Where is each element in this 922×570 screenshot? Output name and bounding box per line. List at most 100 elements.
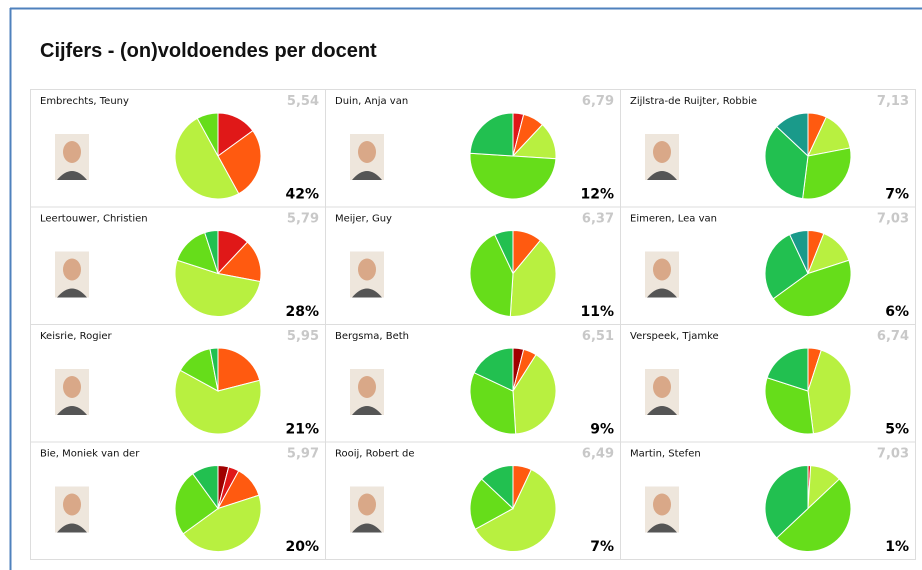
pie-slice bbox=[217, 130, 262, 195]
pie-slice bbox=[474, 468, 557, 552]
teacher-photo bbox=[645, 486, 679, 533]
page-title: Cijfers - (on)voldoendes per docent bbox=[40, 40, 377, 62]
teacher-name: Zijlstra-de Ruijter, Robbie bbox=[630, 96, 757, 107]
photo-face bbox=[63, 258, 81, 281]
pie-slice bbox=[174, 259, 261, 318]
photo-face bbox=[63, 376, 81, 398]
insufficient-percent: 9% bbox=[590, 422, 614, 438]
teacher-photo bbox=[645, 134, 679, 180]
teacher-name: Meijer, Guy bbox=[335, 214, 392, 225]
insufficient-percent: 7% bbox=[885, 187, 909, 203]
insufficient-percent: 1% bbox=[885, 539, 909, 555]
pie-slice bbox=[775, 112, 809, 158]
pie-slice bbox=[217, 347, 261, 392]
teacher-name: Verspeek, Tjamke bbox=[630, 331, 719, 342]
average-grade: 7,03 bbox=[877, 212, 909, 227]
average-grade: 7,03 bbox=[877, 447, 909, 462]
insufficient-percent: 12% bbox=[580, 187, 614, 203]
teacher-name: Duin, Anja van bbox=[335, 96, 408, 107]
photo-face bbox=[653, 376, 671, 398]
teacher-name: Leertouwer, Christien bbox=[40, 214, 148, 225]
pie-slice bbox=[174, 369, 262, 435]
photo-face bbox=[653, 493, 671, 516]
pie-slice bbox=[209, 347, 219, 392]
teacher-card: Embrechts, Teuny 5,54 42% bbox=[30, 89, 326, 208]
teacher-card: Martin, Stefen 7,03 1% bbox=[620, 441, 916, 560]
pie-slice bbox=[512, 354, 557, 435]
photo-face bbox=[358, 493, 376, 516]
photo-body bbox=[352, 523, 382, 533]
teacher-card: Leertouwer, Christien 5,79 28% bbox=[30, 206, 326, 325]
photo-body bbox=[57, 288, 87, 298]
photo-body bbox=[647, 523, 677, 533]
pie-slice bbox=[469, 372, 517, 435]
pie-slice bbox=[775, 478, 852, 552]
photo-face bbox=[358, 376, 376, 398]
pie-slice bbox=[766, 347, 809, 392]
insufficient-percent: 5% bbox=[885, 422, 909, 438]
average-grade: 6,51 bbox=[582, 329, 614, 344]
teacher-card: Keisrie, Rogier 5,95 21% bbox=[30, 324, 326, 443]
photo-body bbox=[647, 406, 677, 415]
pie-slice bbox=[789, 229, 809, 274]
photo-body bbox=[57, 406, 87, 415]
teacher-name: Bie, Moniek van der bbox=[40, 449, 140, 460]
insufficient-percent: 20% bbox=[285, 539, 319, 555]
teacher-grid: Embrechts, Teuny 5,54 42% Duin, Anja van 6,7… bbox=[30, 89, 916, 560]
insufficient-percent: 6% bbox=[885, 304, 909, 320]
pie-slice bbox=[473, 347, 514, 392]
teacher-photo bbox=[55, 486, 89, 533]
average-grade: 6,79 bbox=[582, 94, 614, 109]
pie-slice bbox=[509, 239, 557, 317]
insufficient-percent: 11% bbox=[580, 304, 614, 320]
pie-slice bbox=[182, 494, 262, 552]
teacher-name: Rooij, Robert de bbox=[335, 449, 414, 460]
teacher-card: Rooij, Robert de 6,49 7% bbox=[325, 441, 621, 560]
pie-slice bbox=[469, 478, 514, 530]
teacher-name: Embrechts, Teuny bbox=[40, 96, 129, 107]
pie-slice bbox=[174, 473, 219, 535]
teacher-photo bbox=[55, 134, 89, 180]
insufficient-percent: 21% bbox=[285, 422, 319, 438]
teacher-card: Eimeren, Lea van 7,03 6% bbox=[620, 206, 916, 325]
pie-slice bbox=[469, 112, 514, 157]
photo-body bbox=[352, 288, 382, 298]
pie-slice bbox=[764, 377, 814, 435]
pie-slice bbox=[802, 147, 852, 200]
photo-face bbox=[653, 141, 671, 163]
pie-slice bbox=[469, 152, 557, 200]
pie-slice bbox=[764, 233, 809, 300]
pie-slice bbox=[807, 349, 852, 435]
average-grade: 6,74 bbox=[877, 329, 909, 344]
teacher-card: Bie, Moniek van der 5,97 20% bbox=[30, 441, 326, 560]
photo-face bbox=[653, 258, 671, 281]
pie-slice bbox=[174, 117, 240, 200]
teacher-photo bbox=[645, 369, 679, 415]
teacher-name: Bergsma, Beth bbox=[335, 331, 409, 342]
teacher-photo bbox=[55, 369, 89, 415]
pie-slice bbox=[764, 125, 809, 200]
teacher-photo bbox=[645, 251, 679, 298]
teacher-card: Bergsma, Beth 6,51 9% bbox=[325, 324, 621, 443]
insufficient-percent: 7% bbox=[590, 539, 614, 555]
insufficient-percent: 28% bbox=[285, 304, 319, 320]
pie-slice bbox=[764, 464, 809, 539]
pie-slice bbox=[494, 229, 514, 274]
teacher-photo bbox=[350, 134, 384, 180]
photo-body bbox=[352, 171, 382, 180]
teacher-card: Duin, Anja van 6,79 12% bbox=[325, 89, 621, 208]
teacher-card: Meijer, Guy 6,37 11% bbox=[325, 206, 621, 325]
photo-face bbox=[63, 141, 81, 163]
photo-body bbox=[647, 171, 677, 180]
average-grade: 6,37 bbox=[582, 212, 614, 227]
average-grade: 6,49 bbox=[582, 447, 614, 462]
insufficient-percent: 42% bbox=[285, 187, 319, 203]
teacher-card: Verspeek, Tjamke 6,74 5% bbox=[620, 324, 916, 443]
photo-body bbox=[57, 523, 87, 533]
pie-slice bbox=[196, 112, 219, 157]
teacher-card: Zijlstra-de Ruijter, Robbie 7,13 7% bbox=[620, 89, 916, 208]
photo-body bbox=[647, 288, 677, 298]
photo-body bbox=[352, 406, 382, 415]
photo-face bbox=[358, 141, 376, 163]
